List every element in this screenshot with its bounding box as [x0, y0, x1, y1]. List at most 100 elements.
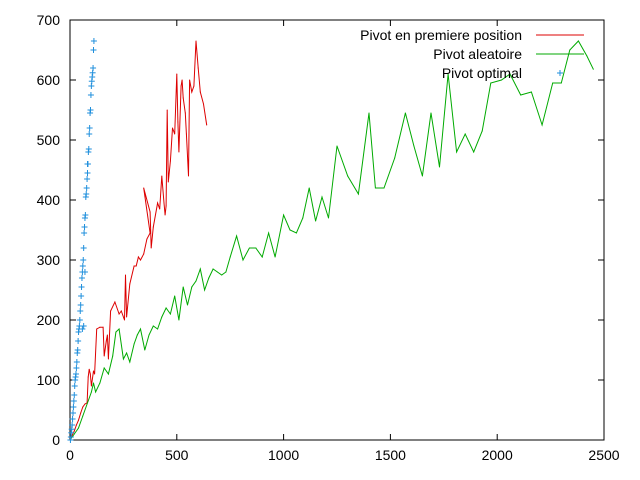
data-point	[87, 107, 94, 113]
data-point	[212, 268, 214, 270]
data-point	[456, 151, 458, 153]
y-tick-label: 200	[37, 312, 61, 328]
data-point	[321, 196, 323, 198]
data-point	[308, 187, 310, 189]
data-point	[150, 247, 152, 249]
axes: 0 500 1000 1500 2000 2500 0 100 200 300 400 500 600 7…	[37, 12, 620, 463]
data-point	[268, 232, 270, 234]
data-point	[126, 352, 128, 354]
data-point	[315, 220, 317, 222]
series-line	[69, 40, 594, 441]
data-point	[148, 334, 150, 336]
data-point	[430, 112, 432, 114]
data-point	[185, 133, 187, 135]
data-point	[374, 187, 376, 189]
data-point	[103, 355, 105, 357]
data-point	[204, 289, 206, 291]
data-point	[181, 79, 183, 81]
data-point	[394, 157, 396, 159]
y-tick-label: 100	[37, 372, 61, 388]
data-point	[177, 121, 179, 123]
data-point	[236, 235, 238, 237]
data-point	[89, 373, 91, 375]
data-point	[133, 265, 135, 267]
data-point	[174, 133, 176, 135]
data-point	[92, 382, 94, 384]
data-point	[193, 85, 195, 87]
data-point	[552, 82, 554, 84]
data-point	[169, 313, 171, 315]
data-point	[146, 238, 148, 240]
data-point	[84, 161, 91, 167]
data-point	[225, 271, 227, 273]
data-point	[261, 256, 263, 258]
data-point	[90, 385, 92, 387]
data-point	[102, 326, 104, 328]
data-point	[152, 325, 154, 327]
data-point	[161, 175, 163, 177]
data-point	[161, 316, 163, 318]
y-tick-label: 400	[37, 192, 61, 208]
data-point	[473, 151, 475, 153]
x-tick-label: 0	[66, 447, 74, 463]
data-point	[216, 271, 218, 273]
legend-marker-sample	[557, 70, 563, 76]
data-point	[208, 277, 210, 279]
data-point	[114, 301, 116, 303]
data-point	[110, 310, 112, 312]
data-point	[78, 293, 85, 299]
data-point	[81, 224, 88, 230]
data-point	[84, 170, 91, 176]
y-tick-label: 700	[37, 12, 61, 28]
data-point	[71, 434, 73, 436]
data-point	[99, 326, 101, 328]
data-point	[78, 427, 80, 429]
data-point	[327, 217, 329, 219]
data-point	[92, 370, 94, 372]
data-point	[164, 214, 166, 216]
data-point	[112, 355, 114, 357]
data-point	[82, 415, 84, 417]
data-point	[84, 176, 91, 182]
data-point	[118, 328, 120, 330]
data-point	[159, 208, 161, 210]
data-point	[78, 275, 85, 281]
data-point	[94, 373, 96, 375]
data-point	[509, 73, 511, 75]
data-point	[178, 319, 180, 321]
data-point	[75, 338, 82, 344]
data-point	[136, 334, 138, 336]
data-point	[90, 38, 97, 44]
data-point	[72, 371, 79, 377]
series-layer	[67, 38, 594, 443]
data-point	[157, 328, 159, 330]
data-point	[106, 334, 108, 336]
data-point	[242, 259, 244, 261]
data-point	[481, 130, 483, 132]
data-point	[99, 382, 101, 384]
data-point	[70, 398, 77, 404]
data-point	[188, 175, 190, 177]
legend-label: Pivot en premiere position	[360, 27, 522, 43]
data-point	[90, 391, 92, 393]
y-tick-label: 500	[37, 132, 61, 148]
data-point	[107, 358, 109, 360]
data-point	[133, 343, 135, 345]
data-point	[178, 151, 180, 153]
data-point	[152, 226, 154, 228]
data-point	[167, 181, 169, 183]
data-point	[413, 145, 415, 147]
data-point	[182, 286, 184, 288]
data-point	[73, 433, 75, 435]
data-point	[75, 424, 77, 426]
data-point	[166, 109, 168, 111]
data-point	[86, 403, 88, 405]
data-point	[157, 202, 159, 204]
data-point	[149, 232, 151, 234]
x-tick-label: 1000	[268, 447, 299, 463]
data-point	[122, 358, 124, 360]
data-point	[149, 211, 151, 213]
legend: Pivot en premiere position Pivot aleatoir…	[360, 27, 584, 81]
x-tick-label: 1500	[375, 447, 406, 463]
